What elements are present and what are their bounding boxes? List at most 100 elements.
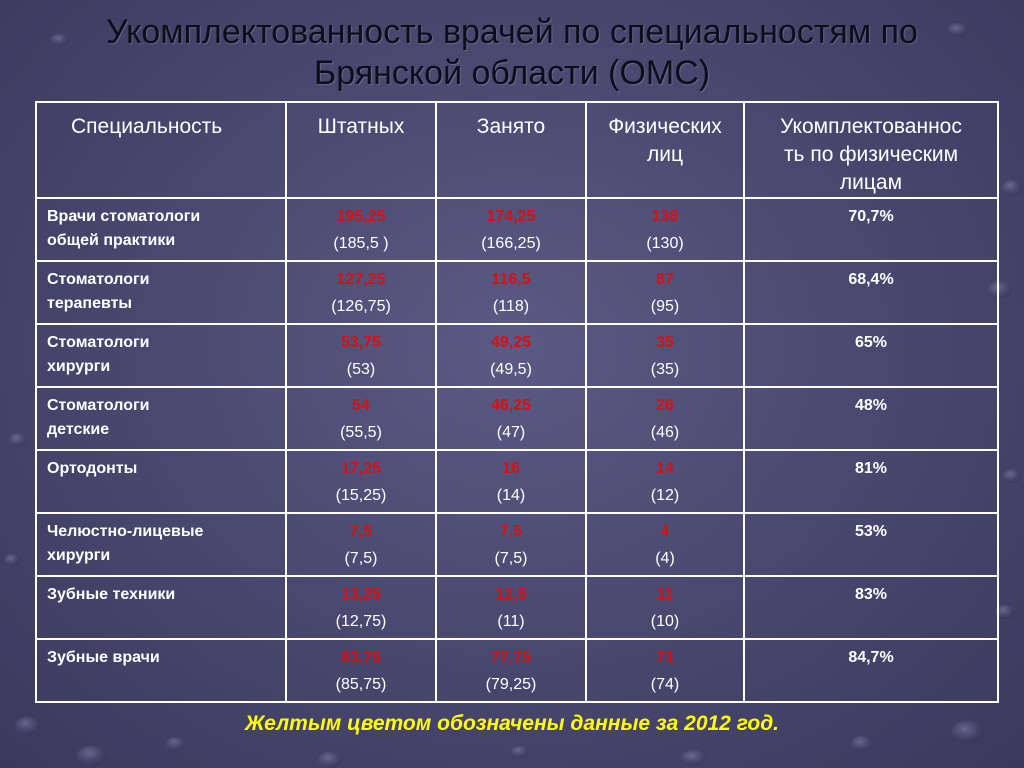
table-row: Стоматологи детские 54 (55,5) 46,25 (47)… [35, 386, 999, 451]
staff-value: 17,25 [340, 460, 382, 477]
occupied-value: 49,25 [490, 334, 532, 351]
persons-value: 4 [660, 523, 670, 540]
staff-value: 195,25 [336, 208, 386, 225]
table-row: Стоматологи хирурги 53,75 (53) 49,25 (49… [35, 323, 999, 388]
specialty-name-line: Челюстно-лицевые [47, 523, 204, 540]
specialty-name-line: детские [47, 421, 110, 438]
persons-value: 26 [656, 397, 674, 414]
specialty-name-line: Стоматологи [47, 397, 150, 414]
occupied-cell: 12,5 (11) [435, 575, 587, 640]
persons-value: 71 [656, 649, 674, 666]
specialty-cell: Стоматологи хирурги [35, 323, 287, 388]
persons-prev-value: (10) [650, 613, 680, 630]
occupied-prev-value: (166,25) [481, 235, 541, 252]
staffing-pct-cell: 81% [743, 449, 999, 514]
header-staff-text: Штатных [317, 115, 405, 138]
staff-cell: 13,25 (12,75) [285, 575, 437, 640]
header-persons-line-2: лиц [646, 143, 683, 166]
staff-cell: 195,25 (185,5 ) [285, 197, 437, 262]
header-occupied-text: Занято [476, 115, 546, 138]
occupied-cell: 7,5 (7,5) [435, 512, 587, 577]
persons-cell: 35 (35) [585, 323, 745, 388]
persons-value: 11 [656, 586, 674, 603]
specialty-name-line: хирурги [47, 547, 111, 564]
header-persons: Физических лиц [585, 101, 745, 199]
slide-title-line-2: Брянской области (ОМС) [313, 54, 711, 92]
header-specialty: Специальность [35, 101, 287, 199]
header-staffing-pct-line-2: ть по физическим [783, 143, 959, 166]
persons-prev-value: (130) [646, 235, 684, 252]
occupied-value: 174,25 [486, 208, 536, 225]
specialty-name-line: хирурги [47, 358, 111, 375]
specialty-name-line: общей практики [47, 232, 176, 249]
specialty-name-line: Ортодонты [47, 460, 138, 477]
footnote: Желтым цветом обозначены данные за 2012 … [244, 712, 780, 735]
staff-value: 83,75 [340, 649, 382, 666]
staffing-pct-cell: 83% [743, 575, 999, 640]
specialty-name-line: Стоматологи [47, 334, 150, 351]
staff-value: 54 [352, 397, 370, 414]
persons-value: 14 [656, 460, 674, 477]
table-row: Челюстно-лицевые хирурги 7,5 (7,5) 7,5 (… [35, 512, 999, 577]
occupied-cell: 77,75 (79,25) [435, 638, 587, 703]
occupied-prev-value: (118) [492, 298, 530, 315]
staffing-table: Специальность Штатных Занято Физических … [35, 101, 999, 703]
persons-cell: 87 (95) [585, 260, 745, 325]
specialty-cell: Зубные техники [35, 575, 287, 640]
table-header-row: Специальность Штатных Занято Физических … [35, 101, 999, 199]
staff-value: 127,25 [336, 271, 386, 288]
persons-cell: 71 (74) [585, 638, 745, 703]
persons-prev-value: (35) [650, 361, 680, 378]
occupied-prev-value: (11) [497, 613, 525, 630]
staff-prev-value: (53) [346, 361, 376, 378]
specialty-cell: Врачи стоматологи общей практики [35, 197, 287, 262]
staff-prev-value: (15,25) [335, 487, 387, 504]
staff-prev-value: (7,5) [344, 550, 378, 567]
persons-prev-value: (12) [650, 487, 680, 504]
table-row: Зубные техники 13,25 (12,75) 12,5 (11) 1… [35, 575, 999, 640]
specialty-cell: Челюстно-лицевые хирурги [35, 512, 287, 577]
staff-cell: 127,25 (126,75) [285, 260, 437, 325]
staff-prev-value: (185,5 ) [333, 235, 389, 252]
specialty-cell: Стоматологи детские [35, 386, 287, 451]
persons-cell: 14 (12) [585, 449, 745, 514]
staff-cell: 83,75 (85,75) [285, 638, 437, 703]
header-staffing-pct: Укомплектованнос ть по физическим лицам [743, 101, 999, 199]
slide-title: Укомплектованность врачей по специальнос… [0, 12, 1024, 94]
persons-prev-value: (4) [655, 550, 675, 567]
staff-cell: 54 (55,5) [285, 386, 437, 451]
staffing-pct-cell: 53% [743, 512, 999, 577]
staffing-pct-cell: 84,7% [743, 638, 999, 703]
table-row: Стоматологи терапевты 127,25 (126,75) 11… [35, 260, 999, 325]
table-row: Зубные врачи 83,75 (85,75) 77,75 (79,25)… [35, 638, 999, 703]
specialty-cell: Стоматологи терапевты [35, 260, 287, 325]
occupied-value: 46,25 [490, 397, 532, 414]
staff-value: 53,75 [340, 334, 382, 351]
staff-prev-value: (126,75) [331, 298, 391, 315]
specialty-name-line: Стоматологи [47, 271, 150, 288]
header-staffing-pct-line-1: Укомплектованнос [780, 115, 962, 138]
persons-cell: 11 (10) [585, 575, 745, 640]
persons-prev-value: (46) [650, 424, 680, 441]
occupied-value: 77,75 [490, 649, 532, 666]
persons-value: 87 [656, 271, 674, 288]
specialty-name-line: Зубные техники [47, 586, 176, 603]
occupied-prev-value: (47) [496, 424, 526, 441]
occupied-prev-value: (79,25) [485, 676, 537, 693]
persons-prev-value: (95) [650, 298, 680, 315]
staffing-pct-cell: 68,4% [743, 260, 999, 325]
header-staffing-pct-line-3: лицам [839, 171, 903, 194]
specialty-name-line: терапевты [47, 295, 133, 312]
staff-value: 7,5 [349, 523, 373, 540]
occupied-value: 7,5 [499, 523, 523, 540]
occupied-cell: 116,5 (118) [435, 260, 587, 325]
staff-prev-value: (85,75) [335, 676, 387, 693]
occupied-value: 116,5 [491, 271, 531, 288]
staff-cell: 53,75 (53) [285, 323, 437, 388]
specialty-cell: Ортодонты [35, 449, 287, 514]
occupied-cell: 16 (14) [435, 449, 587, 514]
occupied-prev-value: (7,5) [494, 550, 528, 567]
header-specialty-text: Специальность [71, 115, 223, 138]
staff-value: 13,25 [340, 586, 382, 603]
staffing-pct-cell: 48% [743, 386, 999, 451]
